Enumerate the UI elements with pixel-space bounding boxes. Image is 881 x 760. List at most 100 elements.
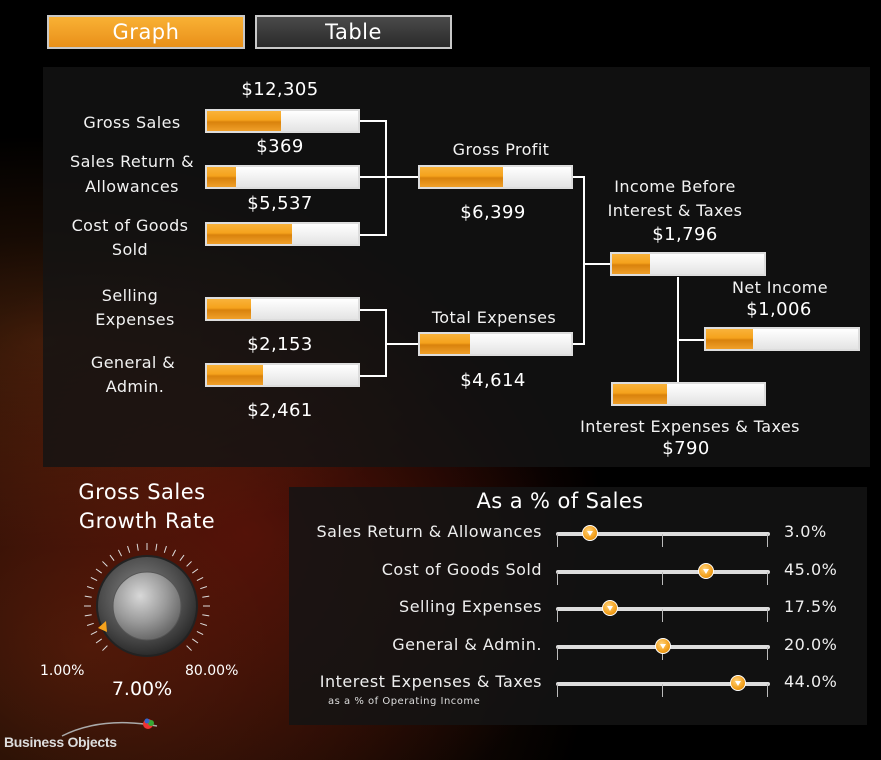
gross-sales-bar <box>205 109 360 133</box>
slider-track[interactable] <box>556 569 770 574</box>
gen-admin-label-line1: General & <box>90 353 176 372</box>
slider-tick <box>767 646 768 660</box>
sales-return-bar <box>205 165 360 189</box>
slider-track[interactable] <box>556 532 770 536</box>
sales-return-label-line2: Allowances <box>85 177 179 196</box>
slider-value: 45.0% <box>784 559 838 579</box>
ebit-value: $1,796 <box>652 224 718 245</box>
sales-return-value: $369 <box>256 136 304 157</box>
slider-thumb[interactable] <box>582 525 599 541</box>
slider-value: 17.5% <box>784 597 838 616</box>
flow-connectors <box>360 120 706 382</box>
cogs-label-line2: Sold <box>111 240 149 259</box>
knob-tick <box>171 549 177 557</box>
selling-bar-fill <box>207 299 251 319</box>
slider-track[interactable] <box>556 607 770 611</box>
slider-tick <box>662 534 663 547</box>
knob-tick <box>192 568 199 574</box>
knob-tick <box>196 630 204 636</box>
knob-tick <box>84 595 92 598</box>
knob-tick <box>179 554 185 561</box>
total-expenses-bar <box>418 332 573 356</box>
knob-tick <box>117 549 123 557</box>
knob-tick <box>127 545 131 553</box>
slider-thumb[interactable] <box>655 637 671 654</box>
slider-tick <box>557 646 558 660</box>
total-expenses-value: $4,614 <box>460 370 526 391</box>
knob-tick <box>186 561 192 567</box>
knob-tick <box>86 622 94 626</box>
slider-label: Sales Return & Allowances <box>316 522 542 541</box>
slider-label: Selling Expenses <box>399 597 542 616</box>
knob-tick <box>202 614 210 617</box>
slider-thumb[interactable] <box>601 600 618 616</box>
knob-tick <box>202 595 210 598</box>
slider-value: 20.0% <box>784 634 838 654</box>
tab-graph[interactable]: Graph <box>47 15 245 49</box>
knob-tick <box>200 586 208 590</box>
slider-label: Interest Expenses & Taxes <box>319 672 542 691</box>
net-income-bar-fill <box>706 329 754 349</box>
knob-tick <box>196 576 204 582</box>
slider-tick <box>767 609 768 622</box>
slider-tick <box>662 684 663 697</box>
selling-value: $2,153 <box>247 334 313 355</box>
net-income-label: Net Income <box>731 278 829 297</box>
cogs-label-line1: Cost of Goods <box>71 216 189 235</box>
knob-tick <box>90 630 98 636</box>
gen-admin-label-line2: Admin. <box>105 377 165 396</box>
interest-taxes-bar <box>611 382 766 406</box>
gen-admin-bar <box>205 363 360 387</box>
slider-thumb[interactable] <box>697 562 714 579</box>
selling-label-line1: Selling <box>101 286 159 305</box>
selling-bar <box>205 297 360 321</box>
gross-profit-bar-fill <box>420 167 504 187</box>
growth-title-line1: Gross Sales <box>78 480 206 504</box>
slider-track[interactable] <box>556 682 770 686</box>
growth-title-line2: Growth Rate <box>78 509 216 533</box>
interest-taxes-value: $790 <box>662 438 710 459</box>
ebit-bar-fill <box>612 254 650 274</box>
growth-value: 7.00% <box>111 678 173 700</box>
knob-tick <box>109 554 115 561</box>
net-income-value: $1,006 <box>746 299 812 320</box>
tab-table[interactable]: Table <box>255 15 452 49</box>
percent-panel-title: As a % of Sales <box>476 489 644 513</box>
slider-tick <box>662 571 663 585</box>
growth-min-label: 1.00% <box>40 663 85 679</box>
slider-label: Cost of Goods Sold <box>381 559 542 579</box>
gross-sales-value: $12,305 <box>241 79 319 100</box>
slider-tick <box>662 609 663 622</box>
slider-label: General & Admin. <box>392 634 542 654</box>
gross-sales-label: Gross Sales <box>83 113 181 132</box>
cogs-bar-fill <box>207 224 292 244</box>
knob-tick <box>136 543 139 551</box>
ebit-bar <box>610 252 766 276</box>
brand-name: Business Objects <box>4 734 117 750</box>
slider-tick <box>767 684 768 697</box>
total-expenses-bar-fill <box>420 334 470 354</box>
sales-return-bar-fill <box>207 167 236 187</box>
interest-taxes-label: Interest Expenses & Taxes <box>580 417 800 436</box>
knob-tick <box>186 645 192 651</box>
cogs-bar <box>205 222 360 246</box>
slider-tick <box>557 609 558 622</box>
gen-admin-bar-fill <box>207 365 263 385</box>
knob-tick <box>155 543 158 551</box>
knob-tick <box>84 614 92 617</box>
interest-taxes-bar-fill <box>613 384 668 404</box>
selling-label-line2: Expenses <box>95 310 175 329</box>
slider-value: 44.0% <box>784 672 838 691</box>
gross-profit-bar <box>418 165 573 189</box>
slider-tick <box>557 571 558 585</box>
growth-rate-knob[interactable] <box>72 534 222 674</box>
cogs-value: $5,537 <box>247 193 313 214</box>
brand-swoosh-icon <box>61 718 158 737</box>
gross-sales-bar-fill <box>207 111 281 131</box>
slider-value: 3.0% <box>784 522 827 541</box>
gross-profit-label: Gross Profit <box>452 140 550 159</box>
gen-admin-value: $2,461 <box>247 400 313 421</box>
slider-thumb[interactable] <box>729 675 746 691</box>
knob-tick <box>163 545 167 553</box>
ebit-label-line1: Income Before <box>614 177 736 196</box>
